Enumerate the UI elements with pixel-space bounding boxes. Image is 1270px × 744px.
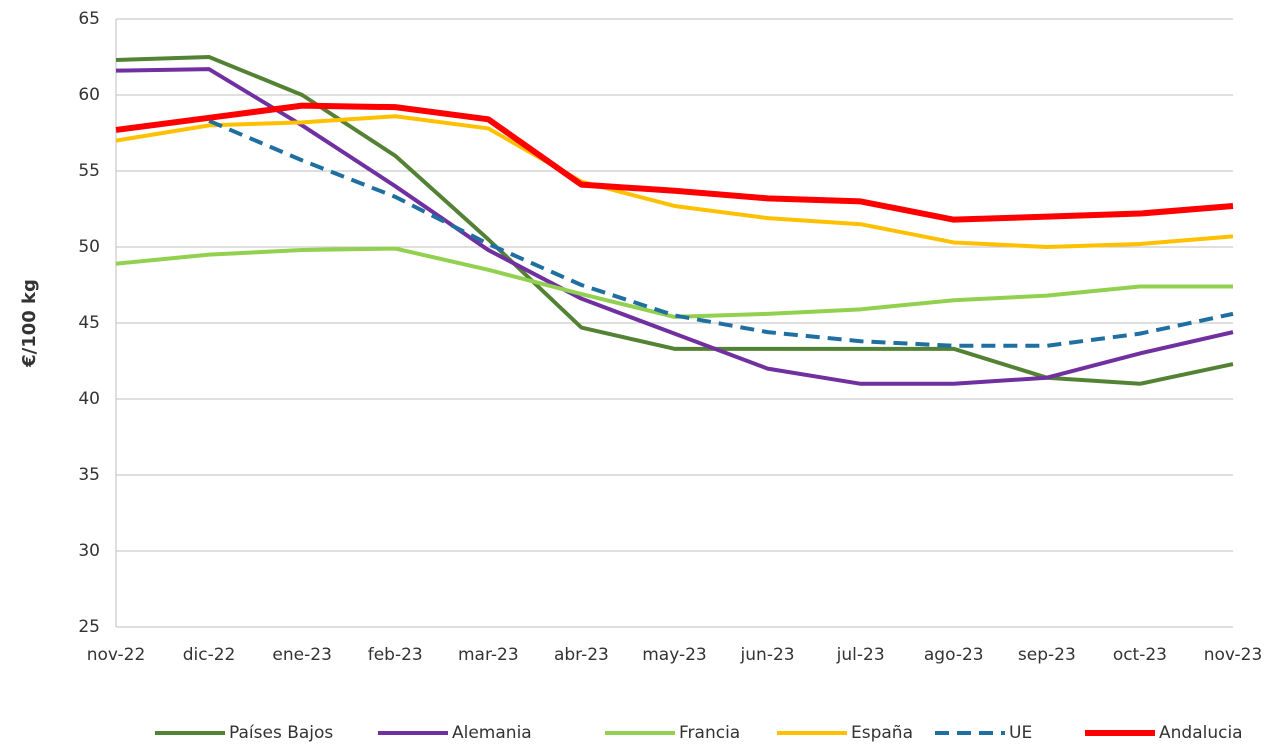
- y-tick-label: 40: [78, 389, 100, 409]
- x-tick-label: jun-23: [740, 645, 795, 665]
- x-tick-label: oct-23: [1113, 645, 1167, 665]
- x-tick-label: abr-23: [554, 645, 609, 665]
- y-tick-label: 35: [78, 465, 100, 485]
- x-tick-label: nov-22: [87, 645, 146, 665]
- chart: €/100 kg 25 30 35 40 45 50 55 60 65 nov-22 dic-22 e…: [0, 0, 1270, 744]
- x-tick-label: jul-23: [836, 645, 885, 665]
- x-tick-label: ago-23: [924, 645, 984, 665]
- legend-label: Alemania: [452, 723, 532, 743]
- x-tick-label: may-23: [642, 645, 707, 665]
- y-tick-label: 55: [78, 161, 100, 181]
- legend-label: España: [851, 723, 913, 743]
- series-line: [209, 121, 1233, 346]
- x-tick-label: mar-23: [458, 645, 519, 665]
- y-tick-label: 65: [78, 9, 100, 29]
- series-line: [116, 249, 1233, 317]
- x-tick-label: feb-23: [368, 645, 423, 665]
- y-tick-label: 25: [78, 617, 100, 637]
- legend-label: Andalucia: [1159, 723, 1243, 743]
- legend-label: Francia: [679, 723, 740, 743]
- x-tick-label: sep-23: [1018, 645, 1076, 665]
- series-line: [116, 69, 1233, 384]
- x-tick-label: dic-22: [183, 645, 236, 665]
- x-tick-label: ene-23: [272, 645, 331, 665]
- y-tick-label: 50: [78, 237, 100, 257]
- y-tick-label: 60: [78, 85, 100, 105]
- y-tick-label: 30: [78, 541, 100, 561]
- legend-label: UE: [1009, 723, 1032, 743]
- y-axis-label: €/100 kg: [19, 279, 40, 368]
- y-tick-label: 45: [78, 313, 100, 333]
- legend-label: Países Bajos: [229, 723, 333, 743]
- series-line: [116, 116, 1233, 247]
- x-tick-label: nov-23: [1204, 645, 1263, 665]
